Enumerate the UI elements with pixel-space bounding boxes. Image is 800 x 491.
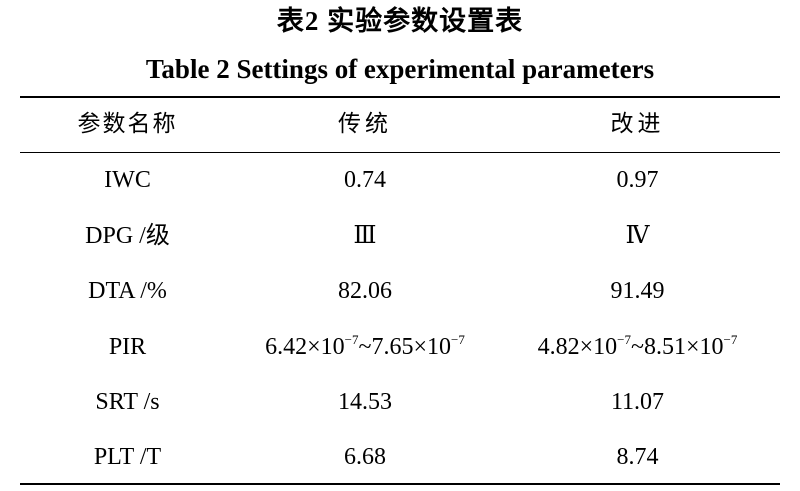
header-parameter-name: 参数名称 bbox=[77, 111, 178, 136]
row-name: IWC bbox=[104, 167, 151, 193]
range-end-exponent: −7 bbox=[723, 332, 738, 347]
table-caption-chinese: 表2 实验参数设置表 bbox=[276, 6, 524, 36]
row-improved-value: 4.82×10−7~8.51×10−7 bbox=[495, 327, 780, 367]
row-improved-value: 11.07 bbox=[610, 389, 665, 415]
range-end-exponent: −7 bbox=[451, 332, 465, 347]
range-end-mantissa: ~8.51×10 bbox=[631, 334, 724, 360]
table-top-rule bbox=[20, 96, 780, 98]
table-caption-english: Table 2 Settings of experimental paramet… bbox=[145, 54, 655, 84]
row-improved-value: 8.74 bbox=[616, 444, 659, 470]
row-improved-value: 91.49 bbox=[610, 278, 665, 304]
table-row: DTA /% 82.06 91.49 bbox=[20, 271, 780, 311]
range-start-exponent: −7 bbox=[617, 332, 631, 347]
range-end-mantissa: ~7.65×10 bbox=[358, 334, 452, 360]
table-header-row: 参数名称 传统 改进 bbox=[20, 104, 780, 144]
row-traditional-value: 14.53 bbox=[338, 389, 392, 415]
row-name: PLT /T bbox=[93, 444, 162, 470]
table-row: DPG /级 Ⅲ Ⅳ bbox=[20, 216, 780, 256]
range-start-exponent: −7 bbox=[344, 332, 359, 347]
row-name: SRT /s bbox=[95, 389, 160, 415]
row-traditional-value: Ⅲ bbox=[353, 223, 377, 249]
header-improved: 改进 bbox=[610, 111, 665, 136]
row-traditional-value: 82.06 bbox=[338, 278, 392, 304]
row-improved-value: 0.97 bbox=[616, 167, 659, 193]
row-name: PIR bbox=[108, 334, 147, 360]
header-traditional: 传统 bbox=[338, 111, 392, 136]
row-name: DPG /级 bbox=[85, 223, 170, 249]
row-improved-value: Ⅳ bbox=[625, 223, 650, 249]
table-header-rule bbox=[20, 152, 780, 153]
row-traditional-value: 0.74 bbox=[344, 167, 386, 193]
table-row: PIR 6.42×10−7~7.65×10−7 4.82×10−7~8.51×1… bbox=[20, 327, 780, 367]
row-traditional-value: 6.42×10−7~7.65×10−7 bbox=[235, 327, 495, 367]
row-name: DTA /% bbox=[88, 278, 167, 304]
row-traditional-value: 6.68 bbox=[344, 444, 386, 470]
table-row: IWC 0.74 0.97 bbox=[20, 160, 780, 200]
table-row: SRT /s 14.53 11.07 bbox=[20, 382, 780, 422]
table-bottom-rule bbox=[20, 483, 780, 485]
range-start-mantissa: 4.82×10 bbox=[537, 334, 618, 360]
table-row: PLT /T 6.68 8.74 bbox=[20, 437, 780, 477]
range-start-mantissa: 6.42×10 bbox=[265, 334, 345, 360]
